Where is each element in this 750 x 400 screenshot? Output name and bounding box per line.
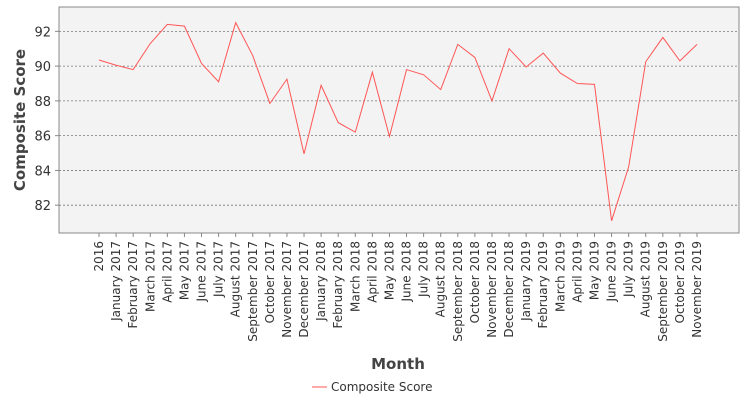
x-tick-label: April 2017	[160, 241, 174, 303]
x-tick-label: March 2019	[553, 241, 567, 312]
y-tick-label: 82	[34, 199, 51, 214]
x-tick-label: July 2017	[212, 241, 226, 298]
y-tick-label: 90	[34, 60, 51, 75]
x-tick-label: July 2018	[417, 241, 431, 298]
x-tick-label: July 2019	[622, 241, 636, 298]
y-tick-label: 86	[34, 130, 51, 145]
x-tick-label: August 2017	[229, 241, 243, 317]
x-tick-label: February 2019	[536, 241, 550, 329]
y-tick-label: 88	[34, 95, 51, 110]
x-tick-label: September 2019	[656, 241, 670, 342]
x-tick-label: March 2018	[348, 241, 362, 312]
x-tick-label: November 2018	[485, 241, 499, 338]
x-tick-label: September 2018	[451, 241, 465, 342]
series-line-composite-score	[98, 21, 698, 221]
legend-label-composite-score: Composite Score	[331, 380, 432, 394]
x-tick-label: August 2019	[639, 241, 653, 317]
x-tick-label: January 2018	[314, 241, 328, 322]
x-tick-label: June 2019	[605, 241, 619, 303]
x-tick-label: April 2018	[365, 241, 379, 303]
x-tick-label: May 2018	[382, 241, 396, 300]
x-tick-label: April 2019	[570, 241, 584, 303]
x-tick-label: October 2019	[673, 241, 687, 323]
x-tick-label: November 2017	[280, 241, 294, 338]
plot-background	[58, 6, 740, 234]
x-axis-title: Month	[371, 355, 425, 373]
x-tick-label: March 2017	[143, 241, 157, 312]
x-tick-label: January 2017	[109, 241, 123, 322]
x-tick-label: February 2017	[126, 241, 140, 329]
x-tick-label: 2016	[92, 241, 106, 272]
x-tick-label: December 2017	[297, 241, 311, 338]
x-tick-label: May 2017	[177, 241, 191, 300]
x-tick-label: June 2018	[400, 241, 414, 303]
x-tick-label: October 2017	[263, 241, 277, 323]
x-tick-label: October 2018	[468, 241, 482, 323]
x-tick-label: September 2017	[246, 241, 260, 342]
legend: Composite Score	[312, 380, 432, 394]
y-axis-title: Composite Score	[11, 49, 29, 191]
x-axis-ticks: 2016 January 2017 February 2017 March 2017 A…	[92, 233, 704, 342]
y-tick-label: 84	[34, 164, 51, 179]
x-tick-label: February 2018	[331, 241, 345, 329]
y-tick-label: 92	[34, 25, 51, 40]
x-tick-label: June 2017	[195, 241, 209, 303]
x-tick-label: November 2019	[690, 241, 704, 338]
x-tick-label: January 2019	[519, 241, 533, 322]
x-tick-label: May 2019	[587, 241, 601, 300]
x-tick-label: December 2018	[502, 241, 516, 338]
y-axis-ticks: 82 84 86 88 90 92	[34, 25, 59, 214]
x-tick-label: August 2018	[434, 241, 448, 317]
